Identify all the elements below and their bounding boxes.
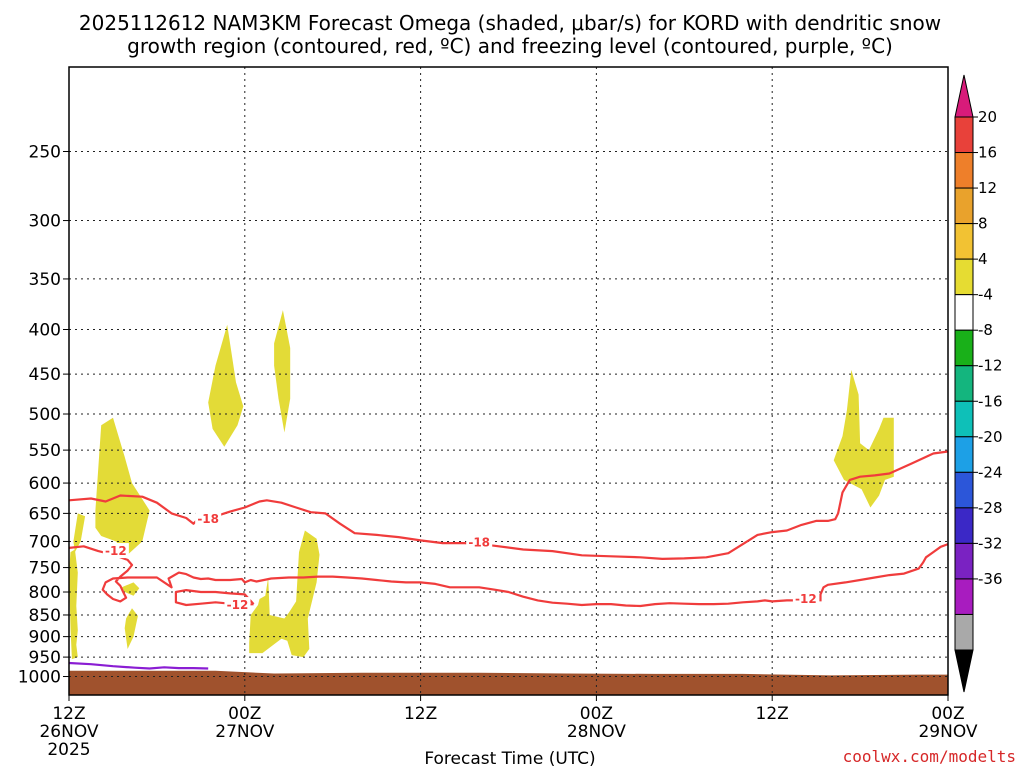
contours: -18 -18 -12 -12 -12 <box>69 450 948 670</box>
colorbar-label: -32 <box>978 534 1003 552</box>
colorbar-label: 12 <box>978 179 997 197</box>
omega-shaded-region-5 <box>124 608 138 649</box>
omega-shaded-region-6 <box>208 324 244 447</box>
y-tick-label: 250 <box>29 143 61 163</box>
y-tick-label: 650 <box>29 504 61 524</box>
omega-shaded-region-4 <box>121 582 140 596</box>
y-tick-label: 950 <box>29 648 61 668</box>
colorbar-band <box>954 258 974 296</box>
y-tick-label: 400 <box>29 321 61 341</box>
y-tick-label: 800 <box>29 583 61 603</box>
plot-frame <box>68 66 949 696</box>
colorbar-band <box>954 613 974 651</box>
colorbar-band <box>954 223 974 260</box>
omega-shaded-region-7 <box>274 310 291 433</box>
contour-label-bg <box>102 543 129 559</box>
contour-label-bg <box>224 597 251 613</box>
x-tick-label: 12Z <box>52 704 85 724</box>
y-tick-label: 700 <box>29 532 61 552</box>
omega-shaded-region-9 <box>833 369 894 508</box>
chart-title-line2: growth region (contoured, red, ºC) and f… <box>127 34 893 58</box>
x-tick-label: 00Z <box>580 704 613 724</box>
contour-label: -12 <box>105 544 127 558</box>
y-tick-label: 300 <box>29 212 61 232</box>
x-tick-date: 29NOV <box>918 722 977 742</box>
contour-line-4 <box>819 543 948 602</box>
contour-label-bg <box>792 591 819 607</box>
credit-text: coolwx.com/modelts <box>843 747 1016 766</box>
x-tick-date: 26NOV <box>39 722 98 742</box>
colorbar-label: -24 <box>978 463 1003 481</box>
x-tick-label: 12Z <box>756 704 789 724</box>
colorbar-label: -4 <box>978 286 993 304</box>
y-tick-label: 900 <box>29 628 61 648</box>
contour-line-2 <box>69 545 817 608</box>
colorbar-band <box>954 507 974 544</box>
y-tick-label: 450 <box>29 365 61 385</box>
colorbar-label: -8 <box>978 321 993 339</box>
colorbar-label: -16 <box>978 392 1003 410</box>
x-tick-label: 12Z <box>404 704 437 724</box>
colorbar-top-arrow <box>954 74 974 118</box>
y-tick-label: 500 <box>29 405 61 425</box>
colorbar: 20 16 12 8 4 -4 -8 -12 -16 -20 -24 -28 -32 -36 <box>954 74 1003 693</box>
chart-title-line1: 2025112612 NAM3KM Forecast Omega (shaded… <box>79 11 941 35</box>
colorbar-band <box>954 152 974 189</box>
colorbar-label: 16 <box>978 144 997 162</box>
colorbar-band <box>954 187 974 225</box>
colorbar-label: -20 <box>978 428 1003 446</box>
colorbar-band <box>954 116 974 154</box>
contour-label: -12 <box>227 598 249 612</box>
omega-shaded-region-3 <box>69 549 78 660</box>
x-axis-label: Forecast Time (UTC) <box>424 749 595 768</box>
colorbar-label: -28 <box>978 499 1003 517</box>
colorbar-label: -12 <box>978 357 1003 375</box>
axes: 2503003504004505005506006507007508008509… <box>18 66 978 760</box>
colorbar-label: -36 <box>978 570 1003 588</box>
y-tick-label: 750 <box>29 559 61 579</box>
colorbar-label: 20 <box>978 108 997 126</box>
y-tick-label: 600 <box>29 474 61 494</box>
contour-label-bg <box>466 534 493 550</box>
x-tick-label: 00Z <box>228 704 261 724</box>
omega-shading <box>69 310 894 660</box>
colorbar-bottom-arrow <box>954 649 974 693</box>
y-tick-label: 1000 <box>18 668 61 688</box>
x-tick-label: 00Z <box>931 704 964 724</box>
colorbar-band <box>954 578 974 615</box>
omega-shaded-region-1 <box>95 417 150 555</box>
colorbar-band <box>954 542 974 580</box>
omega-shaded-region-2 <box>73 513 86 553</box>
colorbar-band <box>954 294 974 331</box>
contour-label: -18 <box>468 536 490 550</box>
omega-shaded-region-8 <box>249 530 320 658</box>
colorbar-band <box>954 471 974 509</box>
contour-label-bg <box>195 511 222 527</box>
colorbar-band <box>954 400 974 438</box>
colorbar-label: 4 <box>978 250 988 268</box>
x-tick-date: 27NOV <box>215 722 274 742</box>
y-tick-label: 550 <box>29 441 61 461</box>
colorbar-band <box>954 436 974 473</box>
plot-area: -18 -18 -12 -12 -12 <box>68 67 949 695</box>
contour-line-5 <box>69 661 209 670</box>
contour-label: -18 <box>197 512 219 526</box>
colorbar-band <box>954 329 974 367</box>
y-tick-label: 850 <box>29 606 61 626</box>
y-tick-label: 350 <box>29 270 61 290</box>
colorbar-band <box>954 365 974 402</box>
x-tick-date: 28NOV <box>567 722 626 742</box>
colorbar-label: 8 <box>978 215 988 233</box>
x-tick-year: 2025 <box>47 740 90 760</box>
terrain-fill <box>69 670 948 695</box>
contour-label: -12 <box>795 592 817 606</box>
